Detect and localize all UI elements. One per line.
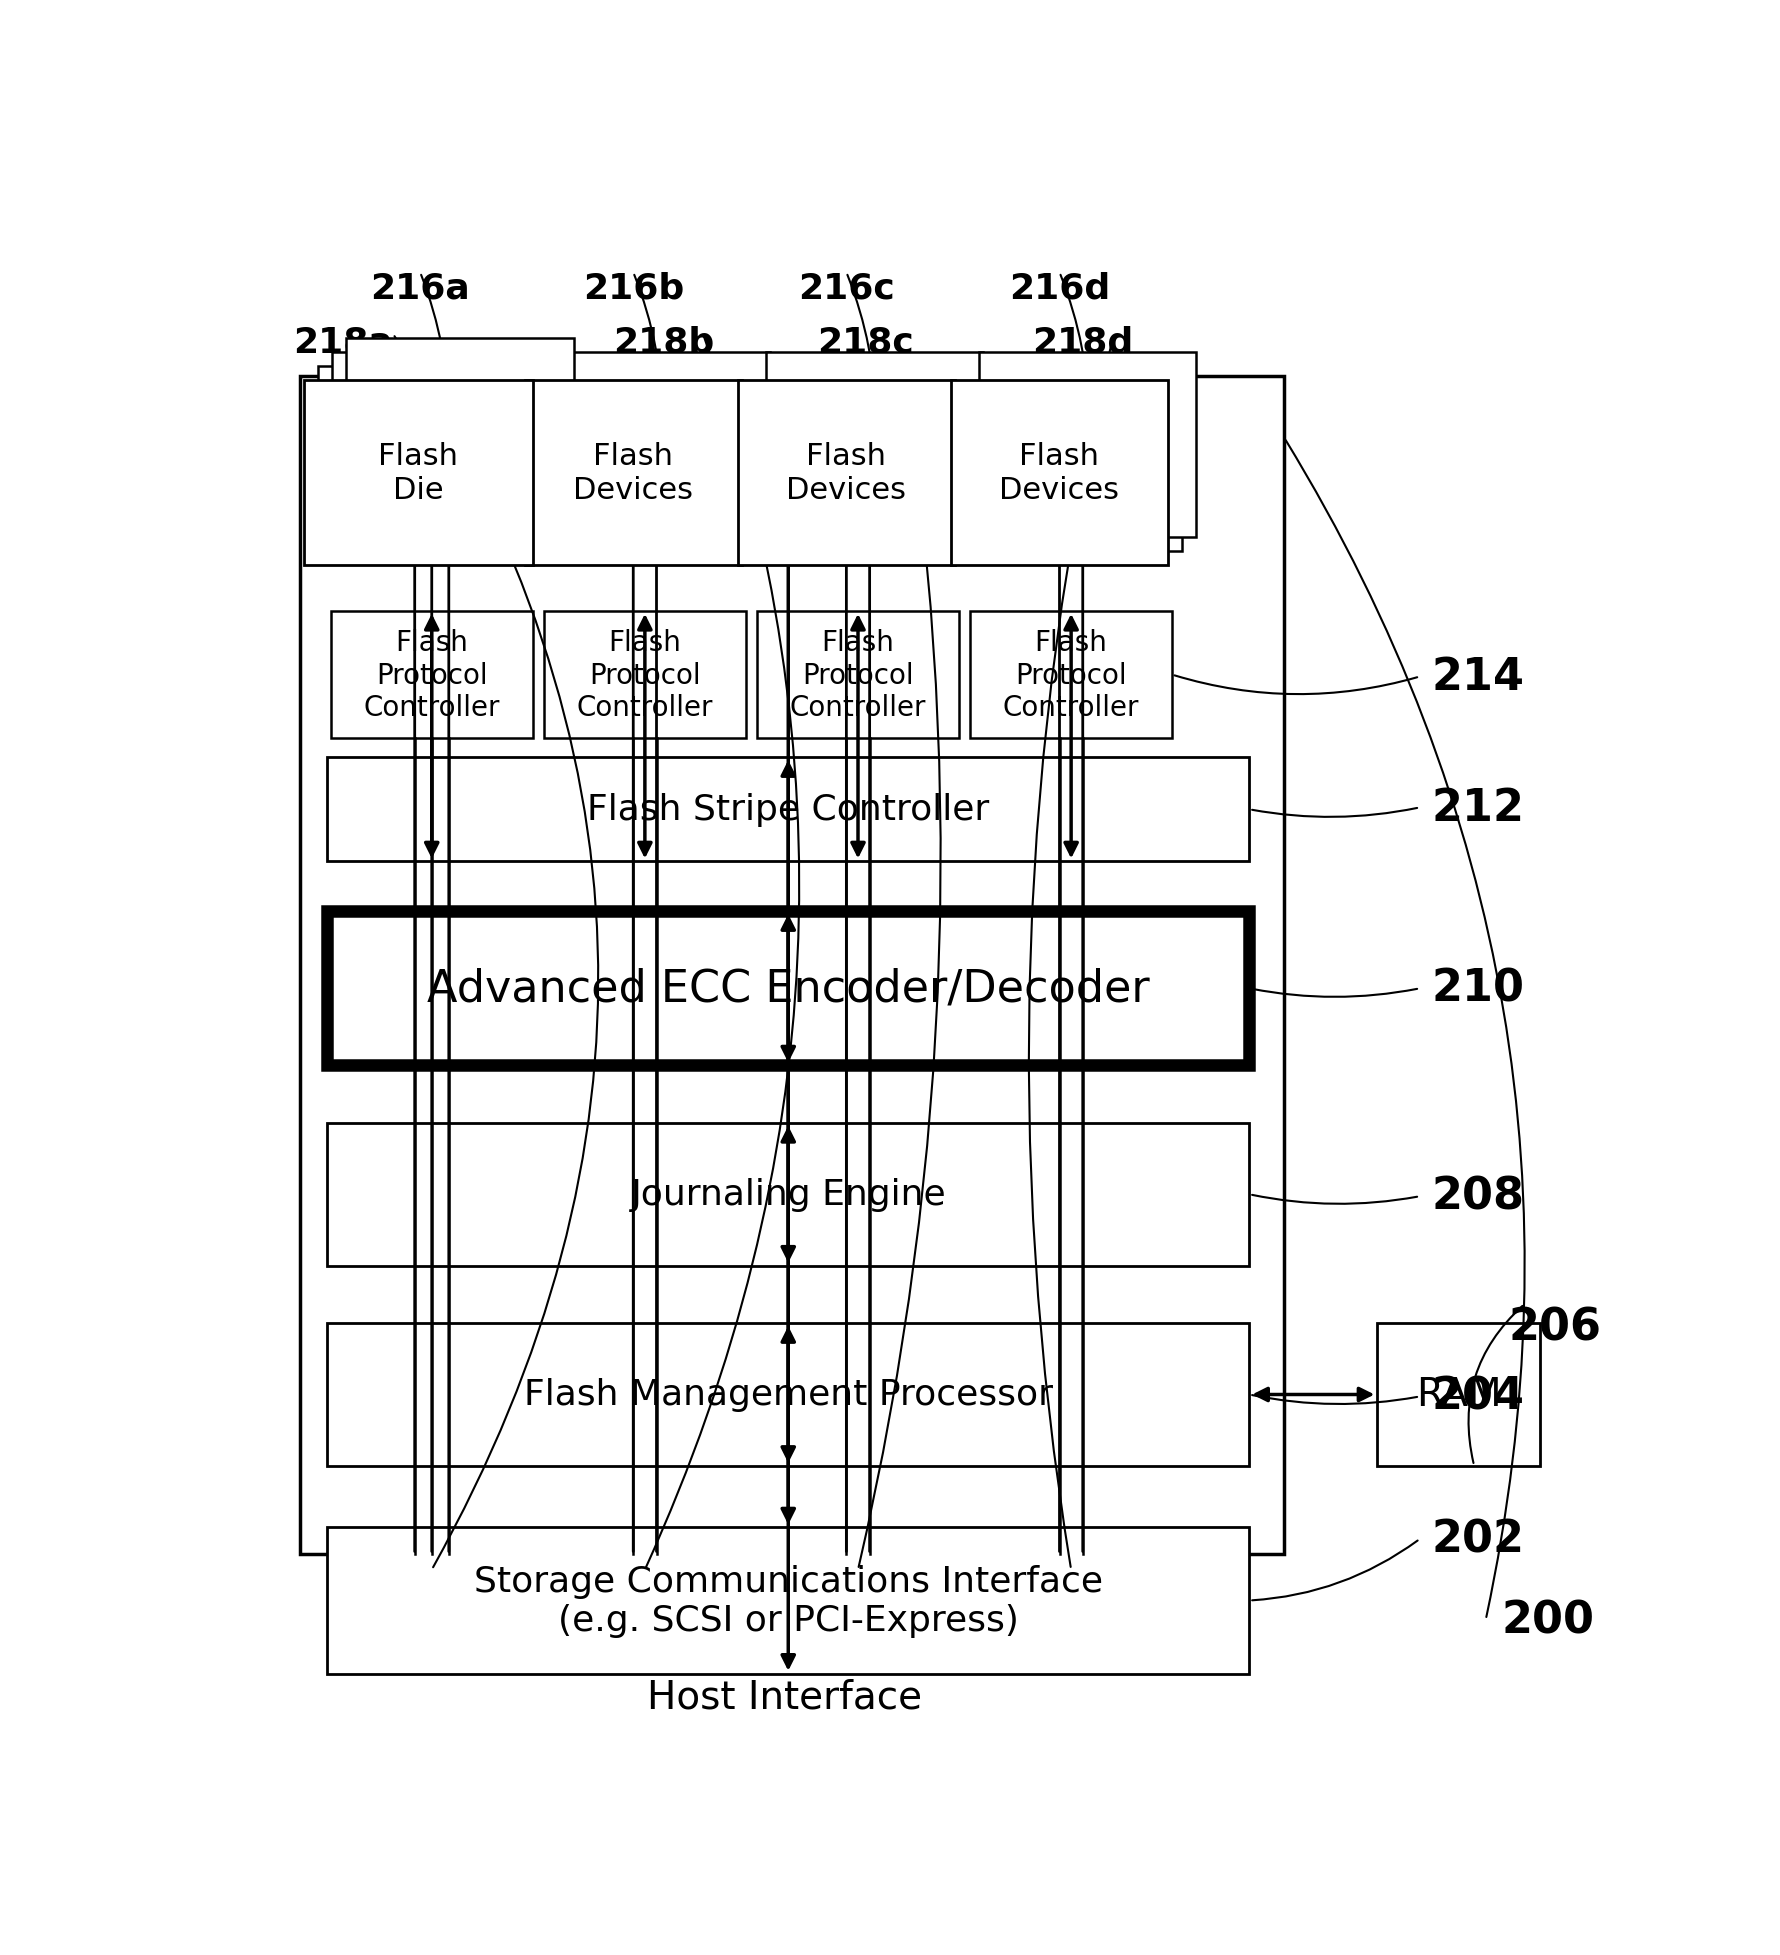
Text: Flash
Die: Flash Die — [377, 442, 457, 504]
Text: 216b: 216b — [582, 272, 684, 305]
Text: Storage Communications Interface
(e.g. SCSI or PCI-Express): Storage Communications Interface (e.g. S… — [473, 1564, 1104, 1638]
Text: 218d: 218d — [1032, 325, 1134, 360]
Bar — [756, 612, 959, 739]
Bar — [328, 759, 1250, 862]
Text: Flash
Protocol
Controller: Flash Protocol Controller — [363, 630, 500, 721]
Text: 216c: 216c — [797, 272, 895, 305]
Text: 216a: 216a — [370, 272, 470, 305]
Bar — [539, 368, 756, 551]
Bar — [345, 340, 575, 524]
Text: 218a: 218a — [292, 325, 393, 360]
Bar — [1378, 1324, 1540, 1466]
Text: 210: 210 — [1431, 968, 1524, 1011]
Bar — [970, 612, 1171, 739]
Text: 216d: 216d — [1009, 272, 1111, 305]
Bar — [979, 354, 1196, 538]
Text: 206: 206 — [1509, 1306, 1602, 1349]
Bar — [739, 381, 954, 565]
Bar — [552, 354, 769, 538]
Bar — [328, 1527, 1250, 1673]
Bar — [751, 368, 968, 551]
Text: Flash Stripe Controller: Flash Stripe Controller — [587, 794, 990, 827]
Bar — [331, 354, 561, 538]
Bar — [765, 354, 983, 538]
Text: Journaling Engine: Journaling Engine — [630, 1177, 945, 1212]
Bar — [304, 381, 532, 565]
Text: 218c: 218c — [817, 325, 915, 360]
Text: Flash
Devices: Flash Devices — [1000, 442, 1120, 504]
Bar — [328, 1324, 1250, 1466]
Bar — [328, 1124, 1250, 1267]
Text: Host Interface: Host Interface — [646, 1677, 922, 1716]
Text: 218b: 218b — [614, 325, 716, 360]
Bar — [301, 377, 1283, 1554]
Text: RAM: RAM — [1415, 1376, 1501, 1413]
Text: 200: 200 — [1501, 1599, 1595, 1642]
Bar — [331, 612, 532, 739]
Bar — [319, 368, 546, 551]
Text: Flash Management Processor: Flash Management Processor — [523, 1378, 1052, 1412]
Text: Flash
Protocol
Controller: Flash Protocol Controller — [1002, 630, 1139, 721]
Text: 214: 214 — [1431, 655, 1524, 698]
Text: 204: 204 — [1431, 1374, 1524, 1417]
Bar — [525, 381, 742, 565]
Text: Flash
Protocol
Controller: Flash Protocol Controller — [790, 630, 926, 721]
Bar — [545, 612, 746, 739]
Text: Advanced ECC Encoder/Decoder: Advanced ECC Encoder/Decoder — [427, 968, 1150, 1011]
Text: Flash
Devices: Flash Devices — [573, 442, 692, 504]
Text: 202: 202 — [1431, 1517, 1524, 1560]
Text: 212: 212 — [1431, 786, 1524, 829]
Bar — [328, 911, 1250, 1065]
Bar — [951, 381, 1168, 565]
Text: Flash
Protocol
Controller: Flash Protocol Controller — [577, 630, 714, 721]
Text: 208: 208 — [1431, 1175, 1524, 1218]
Text: Flash
Devices: Flash Devices — [787, 442, 906, 504]
Bar — [965, 368, 1182, 551]
